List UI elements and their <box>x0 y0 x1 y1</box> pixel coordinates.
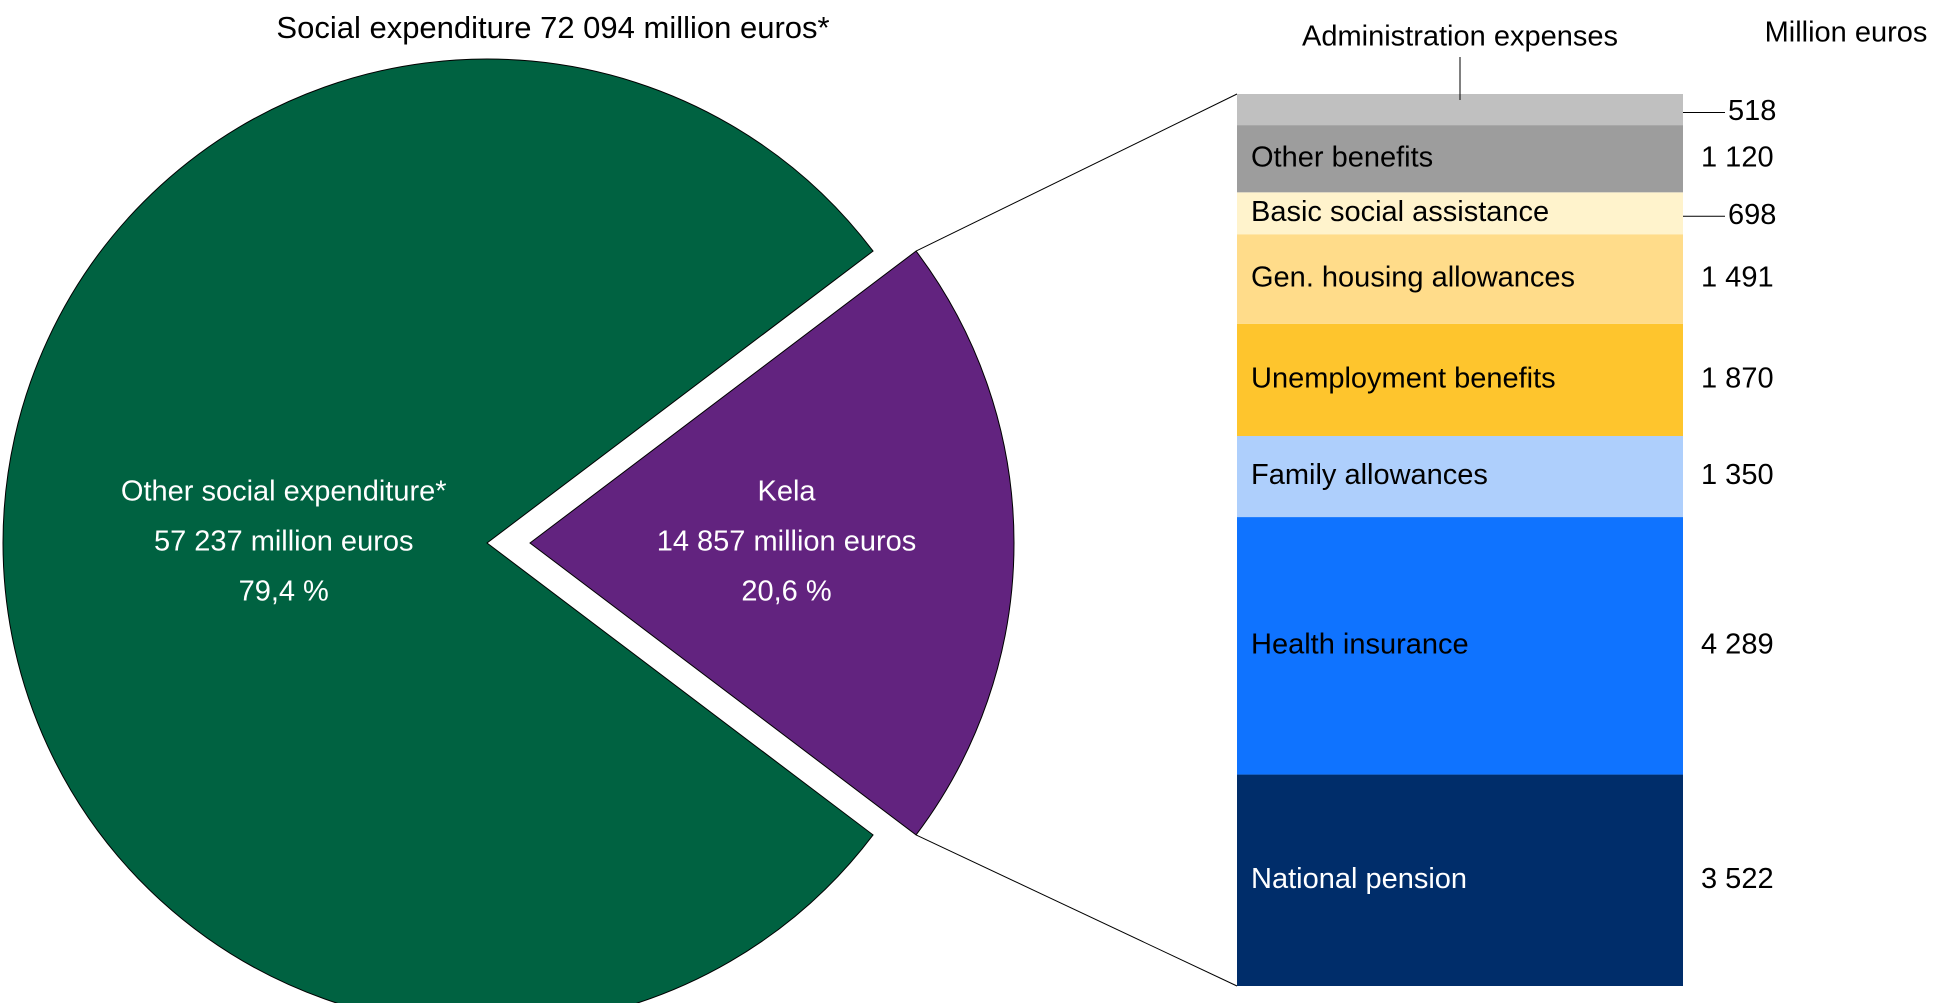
segment-value: 518 <box>1728 95 1776 127</box>
bar-segment <box>1237 774 1683 986</box>
slice-value-label: 57 237 million euros <box>154 526 414 558</box>
segment-label: Basic social assistance <box>1251 196 1549 228</box>
slice-percent-label: 20,6 % <box>741 576 831 608</box>
connector-line <box>915 834 1238 987</box>
connector-line <box>915 93 1238 252</box>
segment-label: Gen. housing allowances <box>1251 262 1575 294</box>
segment-label: Health insurance <box>1251 628 1469 660</box>
bar-segment <box>1237 517 1683 775</box>
slice-label: Kela <box>757 476 816 508</box>
bar-segment <box>1237 125 1683 193</box>
bar-segment <box>1237 192 1683 235</box>
segment-value: 3 522 <box>1701 863 1774 895</box>
segment-value: 1 491 <box>1701 262 1774 294</box>
segment-label: Other benefits <box>1251 141 1433 173</box>
pie-slice <box>529 250 1015 836</box>
slice-value-label: 14 857 million euros <box>657 526 917 558</box>
segment-value: 4 289 <box>1701 628 1774 660</box>
segment-label: Unemployment benefits <box>1251 363 1556 395</box>
segment-value: 1 870 <box>1701 363 1774 395</box>
bar-segment <box>1237 323 1683 437</box>
bar-segment <box>1237 234 1683 324</box>
chart-title: Social expenditure 72 094 million euros* <box>276 10 829 45</box>
axis-label: Million euros <box>1765 17 1928 49</box>
segment-label: National pension <box>1251 863 1467 895</box>
segment-value: 1 120 <box>1701 141 1774 173</box>
bar-segment <box>1237 436 1683 518</box>
slice-label: Other social expenditure* <box>121 476 447 508</box>
pie-slice <box>2 58 874 1003</box>
segment-label: Family allowances <box>1251 459 1488 491</box>
slice-percent-label: 79,4 % <box>239 576 329 608</box>
segment-value: 698 <box>1728 199 1776 231</box>
segment-value: 1 350 <box>1701 459 1774 491</box>
segment-label: Administration expenses <box>1302 21 1618 53</box>
